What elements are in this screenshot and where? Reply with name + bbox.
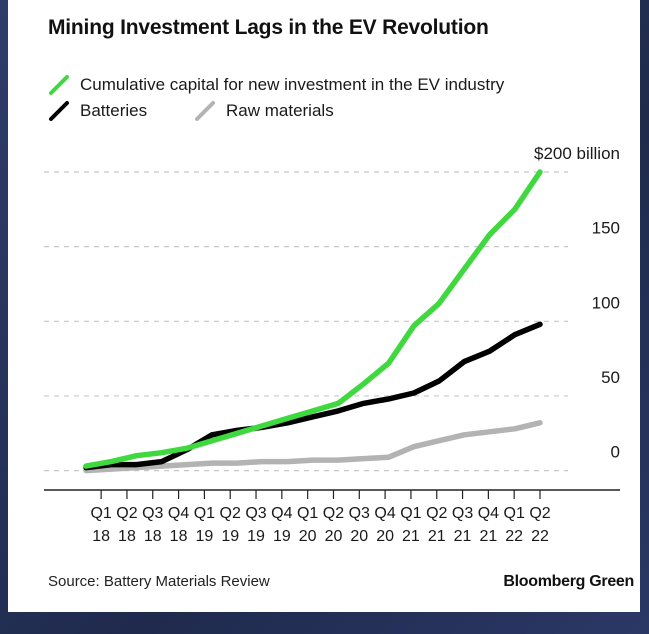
x-tick-label-quarter-8: Q1 <box>297 505 318 522</box>
legend-label-ev-industry: Cumulative capital for new investment in… <box>80 75 505 94</box>
y-tick-label-50: 50 <box>601 368 620 387</box>
chart-title: Mining Investment Lags in the EV Revolut… <box>48 16 489 39</box>
x-tick-label-quarter-17: Q2 <box>529 505 550 522</box>
series-line-raw-materials <box>83 420 543 474</box>
x-tick-label-year-5: 19 <box>221 528 239 545</box>
x-tick-label-quarter-16: Q1 <box>504 505 525 522</box>
x-tick-label-year-1: 18 <box>118 528 136 545</box>
x-tick-label-year-0: 18 <box>92 528 110 545</box>
x-tick-label-quarter-7: Q4 <box>271 505 292 522</box>
x-tick-label-year-7: 19 <box>273 528 291 545</box>
legend-item-ev-industry: Cumulative capital for new investment in… <box>48 74 504 96</box>
y-tick-label-200: $200 billion <box>534 144 620 163</box>
x-tick-label-quarter-2: Q3 <box>142 505 163 522</box>
x-tick-label-quarter-1: Q2 <box>116 505 137 522</box>
x-tick-label-quarter-12: Q1 <box>400 505 421 522</box>
x-tick-label-year-4: 19 <box>195 528 213 545</box>
series-line-ev-industry <box>83 169 543 469</box>
line-chart: $200 billion 150 100 50 0 Q1 18 Q2 18 Q3 18 Q4 18 Q1 1… <box>44 144 620 545</box>
x-tick-label-quarter-11: Q4 <box>374 505 395 522</box>
x-tick-label-quarter-9: Q2 <box>323 505 344 522</box>
y-tick-label-0: 0 <box>611 443 620 462</box>
x-tick-label-year-6: 19 <box>247 528 265 545</box>
x-tick-label-year-15: 21 <box>479 528 497 545</box>
x-tick-label-year-16: 22 <box>505 528 523 545</box>
y-tick-label-100: 100 <box>592 293 620 312</box>
legend-label-raw-materials: Raw materials <box>226 101 334 120</box>
x-tick-label-quarter-0: Q1 <box>90 505 111 522</box>
x-tick-label-quarter-4: Q1 <box>194 505 215 522</box>
x-tick-label-quarter-5: Q2 <box>220 505 241 522</box>
x-tick-label-year-3: 18 <box>170 528 188 545</box>
x-tick-label-quarter-15: Q4 <box>478 505 499 522</box>
source-note: Source: Battery Materials Review <box>48 573 270 590</box>
x-tick-label-quarter-10: Q3 <box>349 505 370 522</box>
x-tick-label-quarter-3: Q4 <box>168 505 189 522</box>
x-tick-label-year-10: 20 <box>350 528 368 545</box>
y-tick-label-150: 150 <box>592 219 620 238</box>
x-tick-label-year-8: 20 <box>299 528 317 545</box>
x-tick-label-year-9: 20 <box>325 528 343 545</box>
x-tick-label-year-2: 18 <box>144 528 162 545</box>
x-tick-label-year-13: 21 <box>428 528 446 545</box>
legend-swatch-raw-materials <box>195 101 215 121</box>
x-tick-label-year-12: 21 <box>402 528 420 545</box>
x-tick-label-quarter-6: Q3 <box>245 505 266 522</box>
legend-item-raw-materials: Raw materials <box>194 100 334 122</box>
legend-swatch-ev-industry <box>49 75 69 95</box>
x-tick-label-year-17: 22 <box>531 528 549 545</box>
series-line-batteries <box>83 321 543 471</box>
x-tick-label-quarter-14: Q3 <box>452 505 473 522</box>
legend-swatch-batteries <box>49 101 69 121</box>
brand-logo: Bloomberg Green <box>503 573 634 590</box>
x-tick-label-year-14: 21 <box>454 528 472 545</box>
legend-item-batteries: Batteries <box>48 100 147 122</box>
chart-card: Mining Investment Lags in the EV Revolut… <box>8 0 640 612</box>
x-tick-label-quarter-13: Q2 <box>426 505 447 522</box>
x-tick-label-year-11: 20 <box>376 528 394 545</box>
legend-label-batteries: Batteries <box>80 101 148 120</box>
